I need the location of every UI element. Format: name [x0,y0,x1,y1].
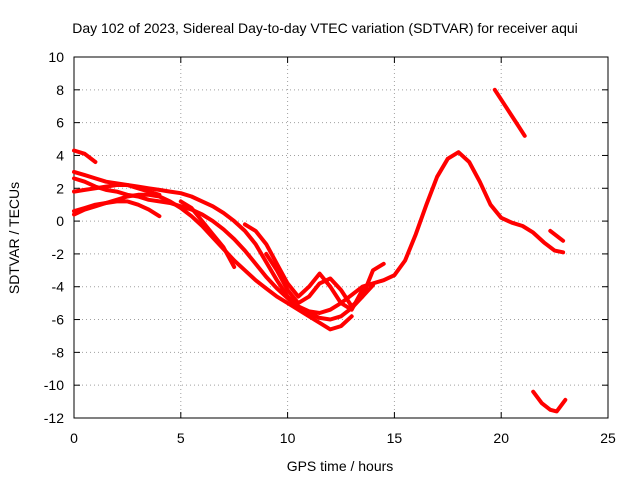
series-track-12 [531,389,568,414]
y-tick-label: -10 [44,377,64,393]
chart-title: Day 102 of 2023, Sidereal Day-to-day VTE… [72,20,578,36]
y-tick-label: 0 [56,213,64,229]
series-track-7 [178,199,237,269]
y-tick-label: 6 [56,115,64,131]
y-axis-label: SDTVAR / TECUs [6,182,22,294]
y-tick-label: -6 [52,312,65,328]
grid-lines [74,57,608,418]
series-track-3 [72,192,354,332]
y-tick-label: -2 [52,246,65,262]
y-tick-label: 4 [56,147,64,163]
series-track-5 [72,148,98,164]
data-series [72,87,568,414]
x-tick-label: 10 [280,430,296,446]
y-tick-labels: -12 -10 -8 -6 -4 -2 0 2 4 6 8 10 [44,49,64,426]
series-track-6 [72,169,162,197]
series-track-4 [72,199,162,219]
x-tick-label: 5 [177,430,185,446]
x-tick-label: 20 [493,430,509,446]
series-track-9 [242,222,365,312]
x-tick-label: 0 [70,430,78,446]
y-tick-label: -8 [52,344,65,360]
y-tick-label: 8 [56,82,64,98]
x-tick-labels: 0 5 10 15 20 25 [70,430,616,446]
y-tick-label: -12 [44,410,64,426]
x-tick-label: 15 [387,430,403,446]
y-tick-label: 2 [56,180,64,196]
series-track-1 [72,150,566,315]
y-tick-label: -4 [52,279,65,295]
series-track-10 [492,87,527,138]
axis-ticks [73,56,609,419]
series-track-11 [548,228,566,243]
x-tick-label: 25 [600,430,616,446]
series-track-2 [72,176,375,322]
x-axis-label: GPS time / hours [287,458,394,474]
plot-frame [73,56,609,419]
y-tick-label: 10 [48,49,64,65]
